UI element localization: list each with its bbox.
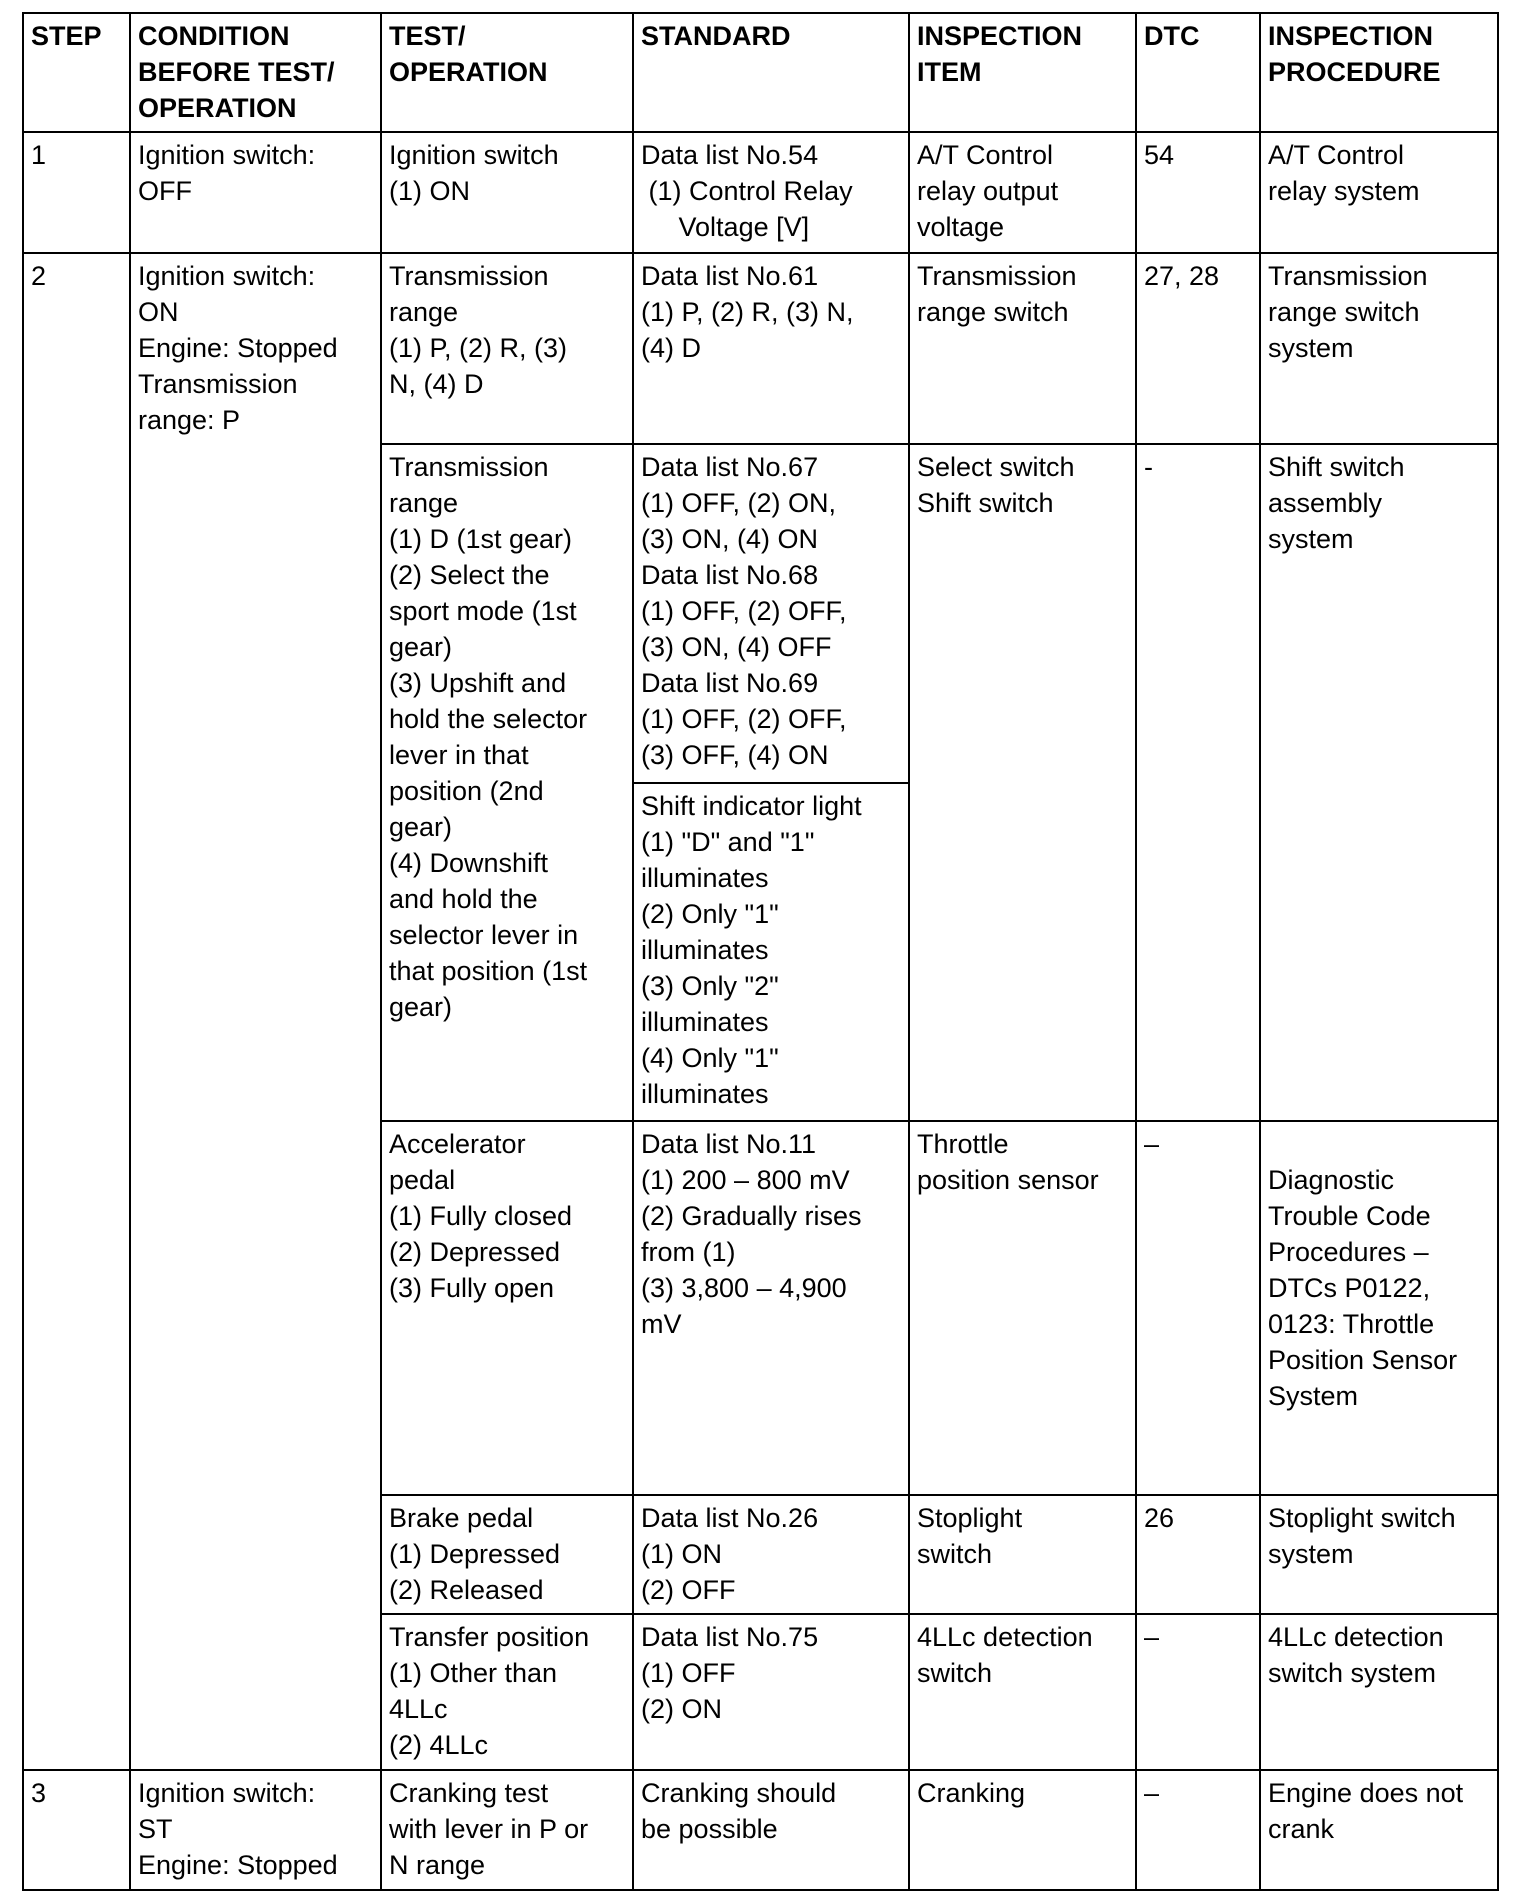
test-cell: Transmission range (1) D (1st gear) (2) … [380, 443, 634, 1122]
test-cell: Transmission range (1) P, (2) R, (3) N, … [380, 252, 634, 445]
table-row: 1 Ignition switch: OFF Ignition switch (… [22, 131, 1499, 254]
item-cell: Select switch Shift switch [908, 443, 1137, 1122]
procedure-cell: Shift switch assembly system [1259, 443, 1499, 1122]
standard-cell: Data list No.11 (1) 200 – 800 mV (2) Gra… [632, 1120, 910, 1496]
condition-cell: Ignition switch: ON Engine: Stopped Tran… [129, 252, 382, 1771]
header-step: STEP [22, 12, 131, 133]
header-procedure: INSPECTION PROCEDURE [1259, 12, 1499, 133]
item-cell: Throttle position sensor [908, 1120, 1137, 1496]
test-cell: Cranking test with lever in P or N range [380, 1769, 634, 1891]
condition-cell: Ignition switch: ST Engine: Stopped [129, 1769, 382, 1891]
procedure-cell: Transmission range switch system [1259, 252, 1499, 445]
header-dtc: DTC [1135, 12, 1261, 133]
test-cell: Brake pedal (1) Depressed (2) Released [380, 1494, 634, 1615]
table-row: Brake pedal (1) Depressed (2) Released D… [23, 1494, 1499, 1615]
procedure-cell: Stoplight switch system [1259, 1494, 1499, 1615]
procedure-cell: Diagnostic Trouble Code Procedures – DTC… [1259, 1120, 1499, 1496]
procedure-cell: 4LLc detection switch system [1259, 1613, 1499, 1771]
procedure-cell: A/T Control relay system [1259, 131, 1499, 254]
condition-cell: Ignition switch: OFF [129, 131, 382, 254]
dtc-cell: – [1135, 1120, 1261, 1496]
step-cell: 2 [22, 252, 131, 1771]
table-row: Transfer position (1) Other than 4LLc (2… [23, 1613, 1499, 1771]
table-row: Shift indicator light (1) "D" and "1" il… [23, 782, 1498, 1122]
dtc-cell: 26 [1135, 1494, 1261, 1615]
header-test: TEST/ OPERATION [380, 12, 634, 133]
standard-cell: Data list No.26 (1) ON (2) OFF [632, 1494, 910, 1615]
standard-cell: Shift indicator light (1) "D" and "1" il… [632, 782, 910, 1122]
standard-cell: Data list No.54 (1) Control Relay Voltag… [632, 131, 910, 254]
item-cell: Stoplight switch [908, 1494, 1137, 1615]
test-cell: Ignition switch (1) ON [380, 131, 634, 254]
test-cell: Transfer position (1) Other than 4LLc (2… [380, 1613, 634, 1771]
header-item: INSPECTION ITEM [908, 12, 1137, 133]
header-row: STEP CONDITION BEFORE TEST/ OPERATION TE… [22, 12, 1499, 133]
dtc-cell: – [1135, 1613, 1261, 1771]
dtc-cell: – [1135, 1769, 1261, 1891]
step-cell: 1 [22, 131, 131, 254]
item-cell: A/T Control relay output voltage [908, 131, 1137, 254]
test-cell: Accelerator pedal (1) Fully closed (2) D… [380, 1120, 634, 1496]
table-row: 2 Ignition switch: ON Engine: Stopped Tr… [22, 252, 1499, 1771]
item-cell: Cranking [908, 1769, 1137, 1891]
procedure-cell: Engine does not crank [1259, 1769, 1499, 1891]
dtc-cell: - [1135, 443, 1261, 1122]
header-condition: CONDITION BEFORE TEST/ OPERATION [129, 12, 382, 133]
table-row: Transmission range (1) D (1st gear) (2) … [23, 443, 1499, 1122]
standard-cell: Data list No.61 (1) P, (2) R, (3) N, (4)… [632, 252, 910, 445]
standard-cell: Cranking should be possible [632, 1769, 910, 1891]
standard-cell: Data list No.67 (1) OFF, (2) ON, (3) ON,… [632, 443, 910, 784]
dtc-cell: 54 [1135, 131, 1261, 254]
item-cell: Transmission range switch [908, 252, 1137, 445]
dtc-cell: 27, 28 [1135, 252, 1261, 445]
header-standard: STANDARD [632, 12, 910, 133]
inspection-table: STEP CONDITION BEFORE TEST/ OPERATION TE… [22, 12, 1499, 1891]
item-cell: 4LLc detection switch [908, 1613, 1137, 1771]
standard-cell: Data list No.75 (1) OFF (2) ON [632, 1613, 910, 1771]
table-row: 3 Ignition switch: ST Engine: Stopped Cr… [22, 1769, 1499, 1891]
table-row: Accelerator pedal (1) Fully closed (2) D… [23, 1120, 1499, 1496]
step-cell: 3 [22, 1769, 131, 1891]
